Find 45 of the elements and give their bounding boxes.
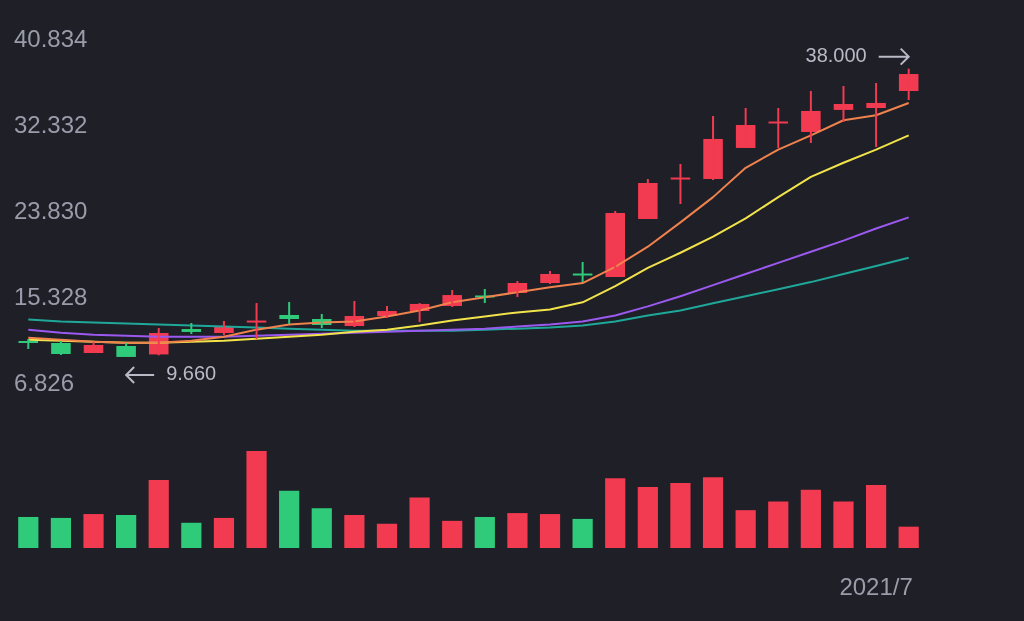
bar (409, 497, 430, 548)
bar (898, 526, 919, 548)
bar (474, 516, 495, 548)
y-tick-label: 6.826 (14, 368, 75, 396)
bar (605, 478, 626, 548)
bar (670, 483, 691, 548)
bar (181, 522, 202, 548)
y-tick-label: 15.328 (14, 282, 88, 310)
bar (735, 510, 756, 548)
bar (18, 516, 39, 548)
bar (376, 523, 398, 548)
bar (83, 514, 104, 548)
bar (539, 514, 561, 548)
bar (800, 489, 821, 548)
bar (507, 513, 528, 548)
bar (344, 515, 365, 548)
bar (702, 477, 724, 548)
annotation: 9.660 (166, 362, 217, 385)
candlestick (768, 107, 789, 149)
bar (833, 501, 854, 548)
bar (246, 451, 267, 548)
candlestick (638, 178, 658, 220)
bar (50, 517, 72, 548)
bar (442, 520, 463, 548)
bar (148, 480, 169, 548)
bar (311, 508, 332, 548)
candlestick (866, 82, 886, 148)
candlestick (279, 301, 299, 325)
candlestick (540, 269, 560, 286)
x-tick-label: 2021/7 (839, 573, 913, 601)
y-tick-label: 40.834 (14, 24, 88, 52)
bar (116, 515, 137, 548)
bar (768, 501, 789, 548)
candlestick (51, 339, 71, 357)
candlestick (116, 341, 136, 358)
bar (213, 517, 235, 548)
annotation: 38.000 (805, 44, 867, 67)
candlestick (703, 115, 723, 182)
y-tick-label: 32.332 (14, 110, 88, 138)
candlestick (801, 90, 821, 145)
y-tick-label: 23.830 (14, 196, 88, 224)
bar (572, 518, 593, 548)
bar (279, 490, 300, 548)
bar (637, 486, 658, 548)
bar (865, 484, 887, 548)
